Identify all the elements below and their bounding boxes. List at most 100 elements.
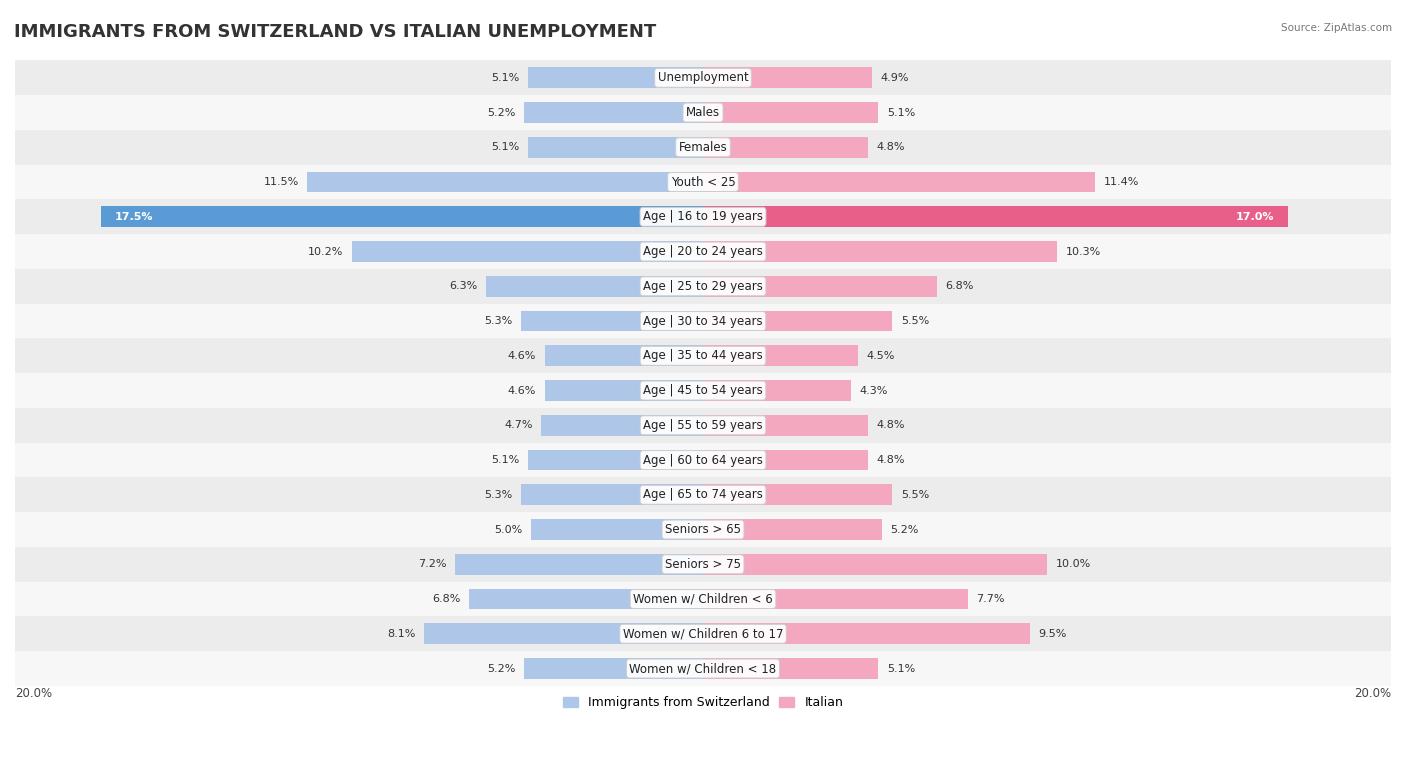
Bar xyxy=(15,95,1391,130)
Bar xyxy=(520,484,703,505)
Text: 5.0%: 5.0% xyxy=(494,525,523,534)
Text: Age | 45 to 54 years: Age | 45 to 54 years xyxy=(643,384,763,397)
Text: Women w/ Children 6 to 17: Women w/ Children 6 to 17 xyxy=(623,628,783,640)
Bar xyxy=(15,373,1391,408)
Bar xyxy=(486,276,703,297)
Bar xyxy=(703,658,879,679)
Bar xyxy=(15,478,1391,512)
Text: Age | 16 to 19 years: Age | 16 to 19 years xyxy=(643,210,763,223)
Text: 4.8%: 4.8% xyxy=(877,455,905,465)
Text: Women w/ Children < 6: Women w/ Children < 6 xyxy=(633,593,773,606)
Text: 5.3%: 5.3% xyxy=(484,490,512,500)
Bar xyxy=(15,199,1391,234)
Bar xyxy=(527,67,703,89)
Text: 6.8%: 6.8% xyxy=(945,282,974,291)
Bar xyxy=(703,380,851,401)
Bar xyxy=(520,310,703,332)
Bar xyxy=(527,450,703,470)
Text: Women w/ Children < 18: Women w/ Children < 18 xyxy=(630,662,776,675)
Bar xyxy=(15,338,1391,373)
Text: 17.0%: 17.0% xyxy=(1236,212,1274,222)
Bar xyxy=(703,67,872,89)
Text: 5.1%: 5.1% xyxy=(491,73,519,83)
Text: 6.8%: 6.8% xyxy=(432,594,461,604)
Text: Age | 65 to 74 years: Age | 65 to 74 years xyxy=(643,488,763,501)
Bar xyxy=(15,616,1391,651)
Bar xyxy=(15,61,1391,95)
Bar xyxy=(524,658,703,679)
Text: 5.2%: 5.2% xyxy=(486,664,516,674)
Bar xyxy=(703,276,936,297)
Text: Age | 35 to 44 years: Age | 35 to 44 years xyxy=(643,349,763,363)
Text: 4.7%: 4.7% xyxy=(505,420,533,430)
Text: 17.5%: 17.5% xyxy=(115,212,153,222)
Bar xyxy=(541,415,703,436)
Text: 11.4%: 11.4% xyxy=(1104,177,1139,187)
Text: 11.5%: 11.5% xyxy=(263,177,299,187)
Text: Seniors > 75: Seniors > 75 xyxy=(665,558,741,571)
Text: Males: Males xyxy=(686,106,720,119)
Legend: Immigrants from Switzerland, Italian: Immigrants from Switzerland, Italian xyxy=(558,691,848,714)
Text: 4.8%: 4.8% xyxy=(877,142,905,152)
Text: 5.5%: 5.5% xyxy=(901,490,929,500)
Bar xyxy=(308,172,703,192)
Bar xyxy=(15,165,1391,199)
Bar xyxy=(703,207,1288,227)
Bar xyxy=(703,415,868,436)
Text: 8.1%: 8.1% xyxy=(388,629,416,639)
Bar xyxy=(15,547,1391,581)
Text: 4.3%: 4.3% xyxy=(859,385,889,396)
Bar xyxy=(101,207,703,227)
Text: 5.5%: 5.5% xyxy=(901,316,929,326)
Text: 10.2%: 10.2% xyxy=(308,247,343,257)
Bar xyxy=(15,443,1391,478)
Text: Females: Females xyxy=(679,141,727,154)
Text: 5.1%: 5.1% xyxy=(491,142,519,152)
Text: Seniors > 65: Seniors > 65 xyxy=(665,523,741,536)
Text: 6.3%: 6.3% xyxy=(450,282,478,291)
Bar xyxy=(703,484,893,505)
Bar xyxy=(703,450,868,470)
Bar xyxy=(15,651,1391,686)
Bar xyxy=(15,269,1391,304)
Bar xyxy=(703,554,1047,575)
Bar xyxy=(703,241,1057,262)
Text: 4.6%: 4.6% xyxy=(508,385,536,396)
Bar xyxy=(456,554,703,575)
Text: 5.3%: 5.3% xyxy=(484,316,512,326)
Bar xyxy=(703,102,879,123)
Text: 7.7%: 7.7% xyxy=(977,594,1005,604)
Text: 10.3%: 10.3% xyxy=(1066,247,1101,257)
Text: 7.2%: 7.2% xyxy=(418,559,447,569)
Bar xyxy=(524,102,703,123)
Bar xyxy=(544,380,703,401)
Bar xyxy=(527,137,703,157)
Bar xyxy=(15,234,1391,269)
Text: Age | 25 to 29 years: Age | 25 to 29 years xyxy=(643,280,763,293)
Bar xyxy=(15,408,1391,443)
Text: Unemployment: Unemployment xyxy=(658,71,748,84)
Text: 5.1%: 5.1% xyxy=(887,107,915,117)
Bar xyxy=(15,304,1391,338)
Text: 5.1%: 5.1% xyxy=(887,664,915,674)
Text: Age | 30 to 34 years: Age | 30 to 34 years xyxy=(643,315,763,328)
Text: 20.0%: 20.0% xyxy=(1354,687,1391,699)
Text: Youth < 25: Youth < 25 xyxy=(671,176,735,188)
Bar xyxy=(703,623,1029,644)
Bar xyxy=(15,581,1391,616)
Bar xyxy=(703,345,858,366)
Text: 9.5%: 9.5% xyxy=(1039,629,1067,639)
Bar xyxy=(470,589,703,609)
Bar xyxy=(703,310,893,332)
Bar xyxy=(352,241,703,262)
Text: Age | 20 to 24 years: Age | 20 to 24 years xyxy=(643,245,763,258)
Text: 4.8%: 4.8% xyxy=(877,420,905,430)
Bar xyxy=(531,519,703,540)
Bar xyxy=(15,130,1391,165)
Bar xyxy=(703,519,882,540)
Text: 4.5%: 4.5% xyxy=(866,350,894,361)
Text: 20.0%: 20.0% xyxy=(15,687,52,699)
Text: 4.9%: 4.9% xyxy=(880,73,908,83)
Text: Age | 60 to 64 years: Age | 60 to 64 years xyxy=(643,453,763,466)
Bar xyxy=(544,345,703,366)
